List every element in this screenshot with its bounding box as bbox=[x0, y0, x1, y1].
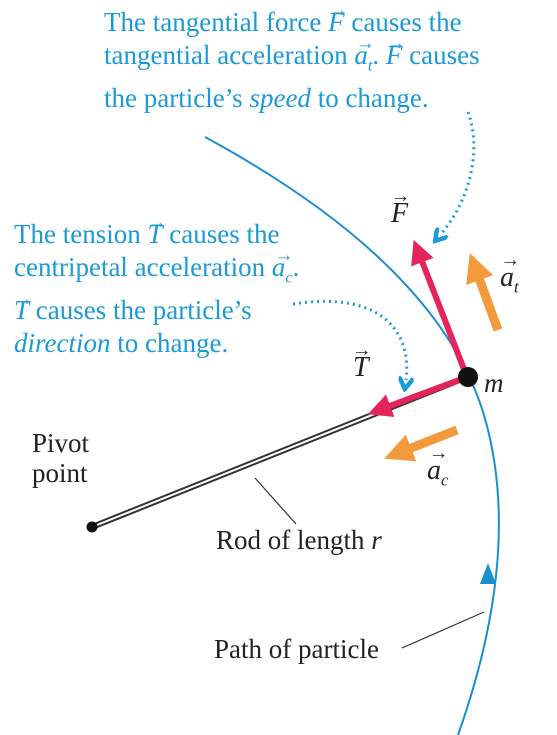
tension-symbol: T bbox=[147, 218, 162, 251]
particle-path-curve bbox=[204, 136, 500, 735]
force-vector-arrow bbox=[411, 239, 470, 379]
speed-emphasis: speed bbox=[249, 83, 311, 114]
path-label: Path of particle bbox=[214, 634, 379, 664]
centripetal-accel-symbol: ac bbox=[272, 251, 293, 294]
direction-callout-line2-pre: centripetal acceleration bbox=[14, 252, 272, 282]
path-direction-arrowhead bbox=[480, 563, 496, 584]
speed-callout-line3-pre: the particle’s bbox=[104, 83, 250, 114]
speed-callout-line2-mid: . bbox=[372, 40, 386, 70]
tangential-acceleration-arrow bbox=[466, 253, 503, 332]
pivot-point-dot bbox=[86, 521, 98, 533]
rod-leader-line bbox=[254, 477, 297, 525]
pivot-point-label: Pivot point bbox=[32, 428, 90, 488]
force-symbol: F bbox=[328, 6, 345, 39]
tension-vector-arrow bbox=[367, 374, 469, 418]
direction-callout-arrow bbox=[292, 299, 407, 380]
particle-mass-dot bbox=[458, 367, 478, 387]
speed-callout-line2-pre: tangential acceleration bbox=[104, 40, 355, 70]
speed-callout-arrow bbox=[441, 111, 476, 234]
force-symbol-2: F bbox=[386, 39, 403, 72]
direction-emphasis: direction bbox=[14, 328, 111, 359]
direction-callout-line3-post: causes the particle’s bbox=[29, 295, 252, 326]
centripetal-acceleration-arrow bbox=[384, 425, 459, 462]
speed-callout-line1-pre: The tangential force bbox=[104, 7, 329, 37]
tangential-accel-symbol: at bbox=[354, 39, 372, 82]
centripetal-accel-label: ac bbox=[427, 455, 448, 491]
speed-callout-line2-post: causes bbox=[402, 40, 480, 70]
rod-label: Rod of length r bbox=[216, 525, 382, 555]
path-leader-line bbox=[401, 611, 485, 649]
direction-callout-line4-post: to change. bbox=[110, 328, 229, 359]
tension-symbol-2: T bbox=[14, 294, 29, 327]
tension-label: T bbox=[353, 352, 369, 384]
direction-callout: The tension T causes the centripetal acc… bbox=[14, 218, 299, 360]
speed-callout-line3-post: to change. bbox=[310, 83, 429, 114]
speed-callout: The tangential force F causes the tangen… bbox=[104, 6, 480, 115]
direction-callout-line1-post: causes the bbox=[162, 219, 280, 249]
direction-callout-line1-pre: The tension bbox=[14, 219, 148, 249]
mass-label: m bbox=[484, 368, 504, 398]
force-label: F bbox=[391, 198, 408, 230]
tangential-accel-label: at bbox=[500, 262, 519, 298]
direction-callout-line2-post: . bbox=[292, 252, 300, 282]
